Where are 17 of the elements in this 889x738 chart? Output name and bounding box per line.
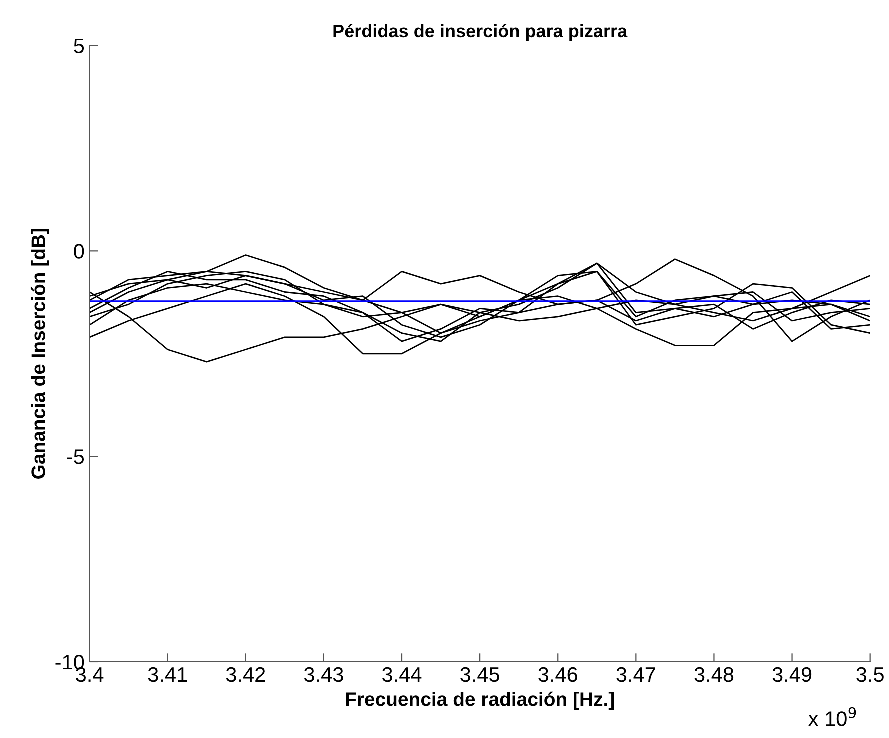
y-axis-title: Ganancia de Inserción [dB] [30, 229, 50, 479]
x-tick-label: 3.46 [538, 667, 578, 682]
x-tick-label: 3.45 [460, 667, 500, 682]
x-tick-label: 3.5 [856, 667, 884, 682]
text: x 10$^{9}$ [808, 707, 856, 726]
x-axis-title: Frecuencia de radiación [Hz.] [346, 692, 614, 710]
x-tick-label: 3.43 [304, 667, 344, 682]
x-tick-label: 3.42 [226, 667, 266, 682]
y-tick-label: 5 [74, 38, 84, 54]
y-tick-label: -5 [67, 450, 84, 464]
x-tick-label: 3.41 [148, 667, 188, 682]
x-tick-label: 3.49 [772, 667, 812, 682]
x-tick-label: 3.44 [382, 667, 422, 682]
y-tick-label: 0 [74, 244, 84, 259]
x-tick-label: 3.48 [694, 667, 734, 682]
chart-title: Pérdidas de inserción para pizarra [334, 24, 628, 42]
x-tick-label: 3.47 [616, 667, 656, 682]
